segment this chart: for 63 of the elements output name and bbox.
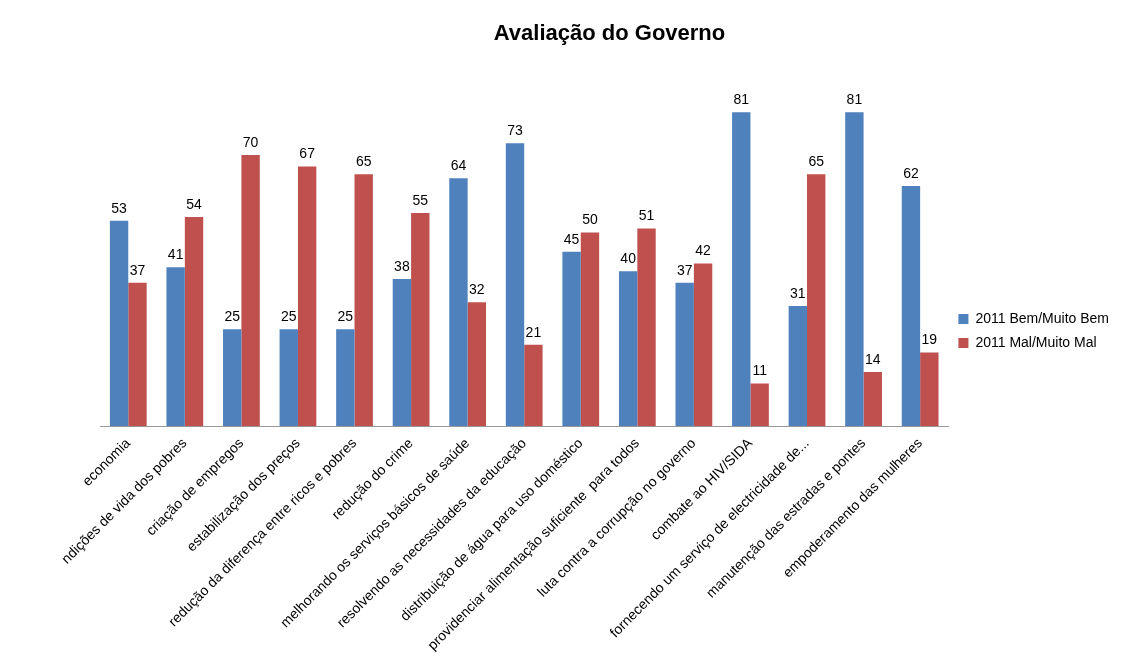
data-label: 70 bbox=[242, 133, 259, 150]
data-label: 25 bbox=[337, 308, 354, 325]
bar bbox=[184, 216, 204, 427]
data-label: 73 bbox=[507, 122, 524, 139]
bar bbox=[920, 352, 939, 427]
bar bbox=[354, 174, 373, 427]
data-label: 25 bbox=[224, 308, 241, 325]
data-label: 38 bbox=[394, 257, 410, 274]
legend-label: 2011 Bem/Muito Bem bbox=[975, 309, 1110, 326]
chart-title: Avaliação do Governo bbox=[493, 20, 726, 46]
data-label: 14 bbox=[864, 350, 881, 367]
bar bbox=[693, 263, 713, 427]
bar bbox=[788, 306, 808, 427]
bar bbox=[449, 178, 468, 427]
bar bbox=[750, 383, 769, 427]
bar bbox=[128, 282, 147, 427]
data-label: 65 bbox=[355, 153, 372, 170]
bar bbox=[241, 154, 260, 427]
bar bbox=[279, 329, 298, 427]
data-label: 31 bbox=[790, 284, 806, 301]
bar bbox=[392, 278, 412, 427]
data-label: 50 bbox=[582, 211, 598, 228]
bar bbox=[637, 228, 656, 427]
bar bbox=[580, 232, 600, 427]
bar bbox=[297, 166, 317, 427]
bar bbox=[411, 213, 430, 427]
bar bbox=[618, 271, 638, 427]
data-label: 40 bbox=[620, 250, 637, 267]
data-label: 55 bbox=[412, 191, 429, 208]
data-label: 19 bbox=[921, 331, 938, 348]
data-label: 81 bbox=[846, 91, 863, 108]
data-label: 42 bbox=[695, 242, 712, 259]
bar bbox=[675, 282, 694, 427]
data-label: 37 bbox=[129, 261, 146, 278]
data-label: 32 bbox=[469, 281, 485, 298]
bar bbox=[336, 329, 355, 427]
data-label: 41 bbox=[167, 246, 184, 263]
data-label: 64 bbox=[450, 157, 467, 174]
data-label: 62 bbox=[903, 164, 919, 181]
bar bbox=[901, 185, 921, 427]
data-label: 11 bbox=[752, 362, 768, 379]
bar bbox=[807, 174, 826, 427]
bar bbox=[166, 267, 185, 427]
data-label: 51 bbox=[638, 207, 655, 224]
bar bbox=[505, 143, 525, 427]
bar bbox=[467, 302, 487, 427]
data-label: 53 bbox=[111, 199, 128, 216]
bar bbox=[732, 112, 751, 427]
bar bbox=[109, 220, 129, 427]
data-label: 81 bbox=[733, 91, 750, 108]
data-label: 65 bbox=[808, 153, 825, 170]
data-label: 67 bbox=[299, 145, 316, 162]
bar bbox=[845, 112, 864, 427]
data-label: 25 bbox=[280, 308, 297, 325]
data-label: 37 bbox=[676, 261, 693, 278]
data-label: 54 bbox=[186, 195, 203, 212]
bar bbox=[524, 344, 543, 427]
bar bbox=[863, 371, 882, 427]
data-label: 45 bbox=[563, 230, 580, 247]
data-label: 21 bbox=[525, 323, 542, 340]
bar bbox=[223, 329, 242, 427]
legend-label: 2011 Mal/Muito Mal bbox=[975, 333, 1097, 350]
bar bbox=[562, 251, 581, 427]
